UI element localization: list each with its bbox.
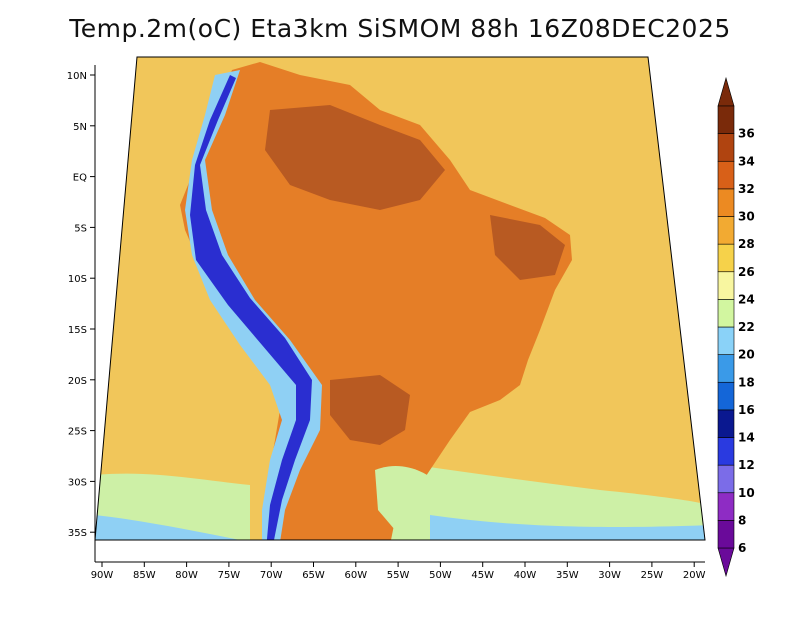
lat-label: 10S (68, 274, 87, 285)
colorbar-label: 32 (738, 182, 755, 196)
colorbar-label: 26 (738, 265, 755, 279)
colorbar-segment (717, 464, 735, 494)
colorbar: 6 8 10 12 14 16 18 20 22 24 26 28 30 32 34 36 (717, 76, 755, 578)
colorbar-label: 20 (738, 348, 755, 362)
colorbar-segment (717, 492, 735, 521)
lon-label: 70W (260, 570, 283, 581)
map-field (95, 57, 705, 540)
colorbar-label: 36 (738, 127, 755, 141)
colorbar-segment (717, 381, 735, 411)
colorbar-label: 24 (738, 292, 755, 306)
colorbar-label: 18 (738, 375, 755, 389)
colorbar-label: 14 (738, 431, 755, 445)
colorbar-min-arrow (717, 547, 735, 578)
lat-label: 30S (68, 477, 87, 488)
colorbar-max-arrow (717, 76, 735, 107)
lon-label: 35W (556, 570, 579, 581)
colorbar-label: 28 (738, 237, 755, 251)
lon-label: 85W (133, 570, 156, 581)
andes-cold-ridge (190, 75, 312, 540)
colorbar-segment (717, 437, 735, 466)
colorbar-segment (717, 243, 735, 273)
lat-label: 10N (67, 71, 87, 82)
colorbar-segment (717, 326, 735, 355)
lon-label: 75W (218, 570, 241, 581)
colorbar-segment (717, 133, 735, 162)
colorbar-label: 10 (738, 486, 755, 500)
lon-label: 60W (344, 570, 367, 581)
lon-label: 45W (471, 570, 494, 581)
lon-label: 30W (598, 570, 621, 581)
colorbar-label: 22 (738, 320, 755, 334)
colorbar-segment (717, 105, 735, 134)
lon-label: 20W (683, 570, 706, 581)
lon-label: 50W (429, 570, 452, 581)
colorbar-segment (717, 160, 735, 190)
map-frame (94, 56, 706, 541)
colorbar-label: 34 (738, 154, 755, 168)
colorbar-label: 8 (738, 513, 746, 527)
lon-label: 80W (175, 570, 198, 581)
lat-label: 35S (68, 528, 87, 539)
colorbar-label: 16 (738, 403, 755, 417)
colorbar-segment (717, 520, 735, 549)
longitude-axis: 90W 85W 80W 75W 70W 65W 60W 55W 50W 45W 40W 35W 30W 2… (91, 562, 706, 581)
lat-label: 20S (68, 376, 87, 387)
lon-label: 40W (514, 570, 537, 581)
hot-region-south (330, 375, 410, 445)
lat-label: 25S (68, 427, 87, 438)
colorbar-segment (717, 271, 735, 300)
lon-label: 55W (387, 570, 410, 581)
colorbar-label: 30 (738, 210, 755, 224)
colorbar-segment (717, 216, 735, 245)
lat-label: 5N (73, 122, 87, 133)
lon-label: 65W (302, 570, 325, 581)
lat-label: EQ (73, 173, 87, 184)
colorbar-label: 12 (738, 458, 755, 472)
colorbar-segment (717, 409, 735, 438)
colorbar-segment (717, 188, 735, 217)
lon-label: 90W (91, 570, 114, 581)
lat-label: 5S (74, 223, 87, 234)
hot-region-northeast (490, 215, 565, 280)
lat-label: 15S (68, 325, 87, 336)
south-ocean-cold-band (95, 515, 705, 540)
colorbar-label: 6 (738, 541, 746, 555)
southern-brazil-cool-region (375, 465, 440, 530)
map-title: Temp.2m(oC) Eta3km SiSMOM 88h 16Z08DEC20… (69, 14, 731, 43)
lon-label: 25W (641, 570, 664, 581)
colorbar-segment (717, 354, 735, 383)
hot-region-north (265, 105, 445, 210)
colorbar-segment (717, 299, 735, 328)
latitude-axis: 10N 5N EQ 5S 10S 15S 20S 25S 30S 35S (67, 71, 95, 539)
